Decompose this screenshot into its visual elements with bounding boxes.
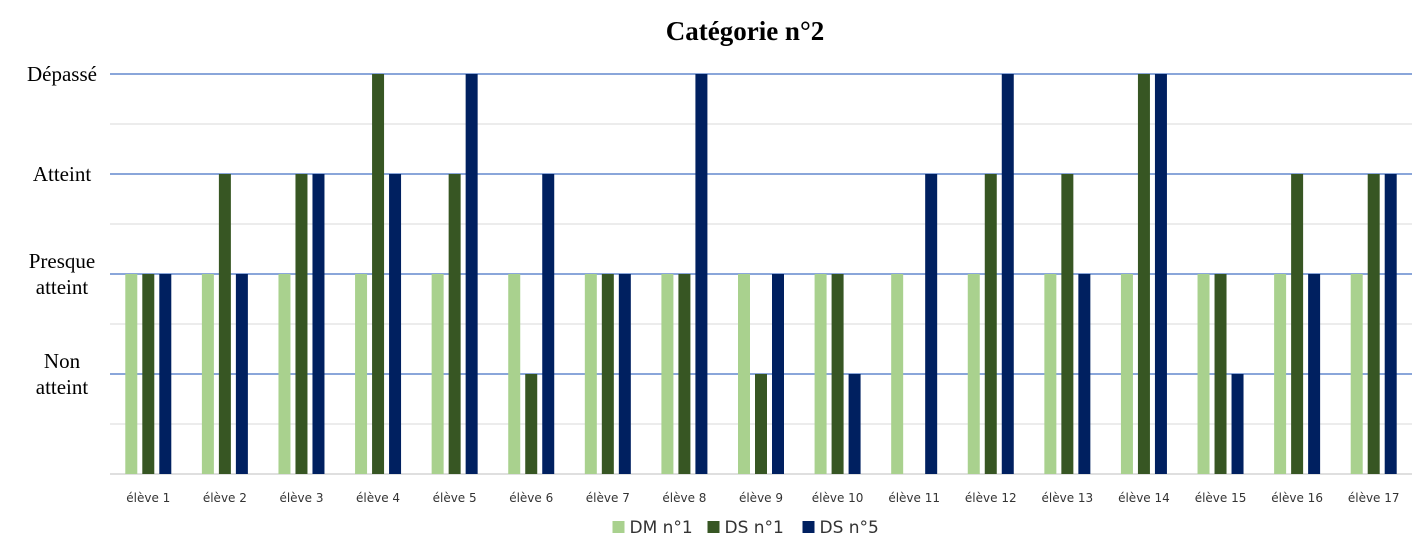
y-axis-tick-label: Dépassé xyxy=(27,62,97,86)
bar xyxy=(984,174,997,474)
bar xyxy=(201,274,214,474)
bar xyxy=(1308,274,1321,474)
x-axis-tick-label: élève 4 xyxy=(356,491,400,505)
bar xyxy=(125,274,138,474)
x-axis-tick-label: élève 14 xyxy=(1118,491,1170,505)
bar xyxy=(312,174,325,474)
bar xyxy=(542,174,555,474)
bar xyxy=(1120,274,1133,474)
x-axis-tick-label: élève 16 xyxy=(1271,491,1323,505)
bar xyxy=(142,274,155,474)
x-axis-tick-label: élève 15 xyxy=(1195,491,1247,505)
bar xyxy=(601,274,614,474)
bar xyxy=(1384,174,1397,474)
bar xyxy=(891,274,904,474)
x-axis-tick-label: élève 2 xyxy=(203,491,247,505)
x-axis-tick-label: élève 10 xyxy=(812,491,864,505)
bar xyxy=(695,74,708,474)
legend-swatch xyxy=(707,521,720,533)
bar xyxy=(372,74,385,474)
bar xyxy=(1274,274,1287,474)
bar xyxy=(508,274,521,474)
x-axis-tick-label: élève 5 xyxy=(433,491,477,505)
bar xyxy=(925,174,938,474)
bar xyxy=(1197,274,1210,474)
bar xyxy=(1231,374,1244,474)
bar xyxy=(431,274,444,474)
bar xyxy=(584,274,597,474)
y-axis-tick-label: atteint xyxy=(36,375,89,399)
bar xyxy=(235,274,248,474)
x-axis-tick-label: élève 6 xyxy=(509,491,553,505)
x-axis-tick-label: élève 17 xyxy=(1348,491,1400,505)
bar xyxy=(295,174,308,474)
bar xyxy=(1154,74,1167,474)
bar xyxy=(678,274,691,474)
x-axis-tick-label: élève 12 xyxy=(965,491,1017,505)
bar xyxy=(772,274,784,474)
x-axis-tick-label: élève 13 xyxy=(1042,491,1094,505)
x-axis-tick-label: élève 11 xyxy=(888,491,940,505)
bar xyxy=(661,274,674,474)
bar xyxy=(1214,274,1227,474)
bar xyxy=(848,374,861,474)
bar xyxy=(755,374,767,474)
y-axis-tick-label: atteint xyxy=(36,275,89,299)
bar xyxy=(1367,174,1380,474)
x-axis-tick-label: élève 1 xyxy=(126,491,170,505)
chart-title: Catégorie n°2 xyxy=(666,16,825,46)
legend-swatch xyxy=(612,521,625,533)
bar xyxy=(1137,74,1150,474)
bar xyxy=(1001,74,1014,474)
x-axis-tick-label: élève 3 xyxy=(279,491,323,505)
x-axis-tick-label: élève 9 xyxy=(739,491,783,505)
bar xyxy=(967,274,980,474)
legend-label: DS n°1 xyxy=(725,518,784,538)
bar xyxy=(159,274,172,474)
bar xyxy=(831,274,844,474)
legend-label: DS n°5 xyxy=(820,518,879,538)
bar xyxy=(1291,174,1304,474)
y-axis-tick-label: Non xyxy=(44,349,81,373)
bar xyxy=(448,174,461,474)
bar xyxy=(814,274,827,474)
legend-label: DM n°1 xyxy=(630,518,693,538)
bar xyxy=(389,174,402,474)
x-axis-tick-label: élève 8 xyxy=(662,491,706,505)
bar xyxy=(618,274,631,474)
y-axis-tick-label: Presque xyxy=(29,249,96,273)
bar xyxy=(525,374,538,474)
bar xyxy=(1078,274,1091,474)
bar xyxy=(738,274,750,474)
bar xyxy=(1044,274,1057,474)
bar xyxy=(465,74,478,474)
legend-swatch xyxy=(802,521,815,533)
bar xyxy=(218,174,231,474)
x-axis-tick-label: élève 7 xyxy=(586,491,630,505)
bar xyxy=(278,274,291,474)
bar xyxy=(355,274,368,474)
bar xyxy=(1350,274,1363,474)
bar xyxy=(1061,174,1074,474)
y-axis-tick-label: Atteint xyxy=(33,162,91,186)
